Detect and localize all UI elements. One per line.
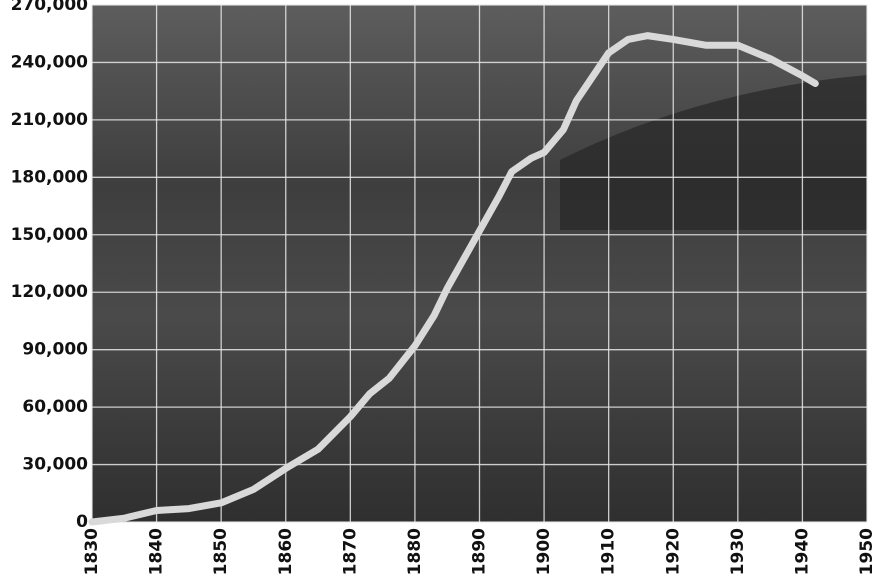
x-tick-label: 1940 — [792, 528, 812, 575]
x-tick-label: 1860 — [276, 528, 296, 575]
x-tick-label: 1870 — [340, 528, 360, 575]
y-tick-label: 120,000 — [11, 282, 89, 302]
x-tick-label: 1840 — [147, 528, 167, 575]
y-tick-label: 240,000 — [11, 52, 89, 72]
x-tick-label: 1830 — [82, 528, 102, 575]
x-tick-label: 1880 — [405, 528, 425, 575]
x-tick-label: 1850 — [211, 528, 231, 575]
y-tick-label: 180,000 — [11, 167, 89, 187]
y-tick-label: 90,000 — [22, 340, 88, 360]
y-tick-label: 60,000 — [22, 397, 88, 417]
y-tick-label: 30,000 — [22, 455, 88, 475]
background-hill — [560, 75, 867, 230]
y-tick-label: 0 — [76, 512, 88, 532]
x-tick-label: 1900 — [534, 528, 554, 575]
y-tick-label: 210,000 — [11, 110, 89, 130]
x-tick-label: 1890 — [470, 528, 490, 575]
x-tick-label: 1920 — [663, 528, 683, 575]
y-tick-label: 270,000 — [11, 0, 89, 15]
y-tick-label: 150,000 — [11, 225, 89, 245]
x-tick-label: 1930 — [728, 528, 748, 575]
x-tick-label: 1950 — [857, 528, 877, 575]
data-line — [88, 32, 819, 526]
x-tick-label: 1910 — [599, 528, 619, 575]
